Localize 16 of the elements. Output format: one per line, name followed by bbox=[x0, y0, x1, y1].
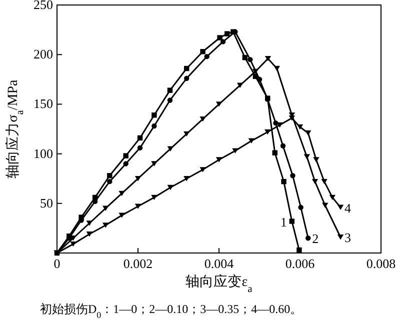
y-tick-label: 150 bbox=[34, 96, 53, 112]
x-tick-label: 0.006 bbox=[285, 256, 316, 271]
series-label: 4 bbox=[344, 200, 352, 216]
x-tick-label: 0.008 bbox=[366, 256, 396, 271]
x-axis-title: 轴向应变ε$_{a}$ bbox=[186, 274, 253, 294]
series-label: 2 bbox=[312, 231, 319, 246]
y-tick-label: 250 bbox=[34, 0, 53, 12]
text: 初始损伤D$_{0}$：1—0；2—0.10；3—0.35；4—0.60。 bbox=[40, 302, 302, 320]
x-tick-label: 0.004 bbox=[204, 256, 234, 271]
series-label: 1 bbox=[280, 214, 287, 230]
series-label: 3 bbox=[344, 230, 351, 246]
x-tick-label: 0.002 bbox=[123, 256, 153, 271]
x-tick-label: 0 bbox=[54, 256, 60, 271]
y-tick-label: 50 bbox=[40, 195, 53, 210]
y-tick-label: 200 bbox=[34, 46, 53, 62]
y-tick-label: 100 bbox=[34, 146, 53, 161]
